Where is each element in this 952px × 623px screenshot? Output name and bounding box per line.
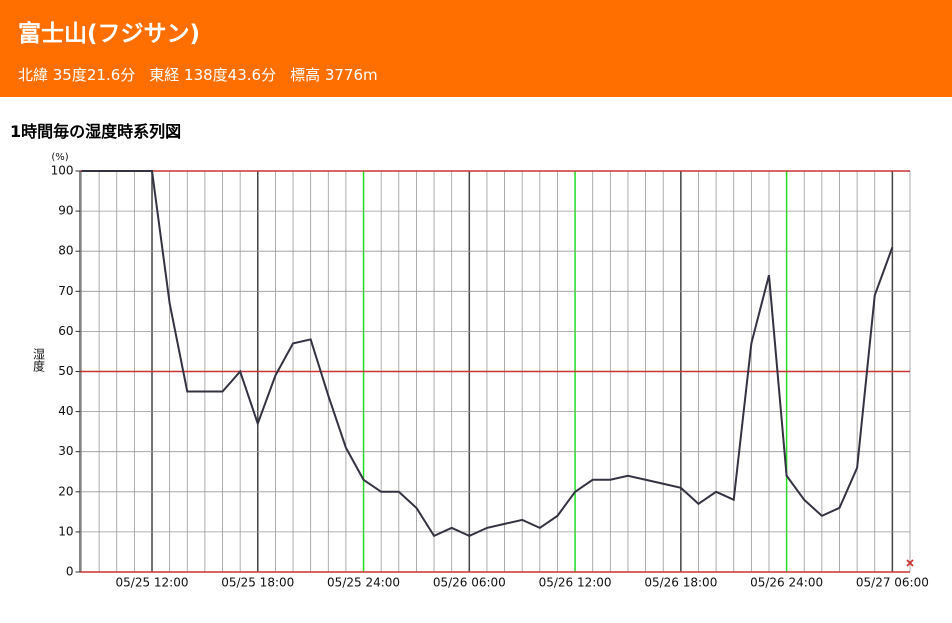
y-axis-label: 湿度 [32, 347, 46, 372]
y-tick-label: 20 [58, 484, 73, 498]
chart-title: 1時間毎の湿度時系列図 [10, 122, 182, 141]
y-tick-label: 90 [58, 204, 73, 218]
line-series [81, 170, 894, 538]
x-tick-label: 05/26 18:00 [644, 576, 717, 590]
y-tick-label: 30 [58, 444, 73, 458]
y-tick-label: 40 [58, 404, 73, 418]
y-tick-label: 0 [66, 565, 74, 579]
y-tick-label: 50 [58, 364, 73, 378]
header-info: 北緯 35度21.6分 東経 138度43.6分 標高 3776m [18, 64, 392, 85]
y-unit: (%) [51, 152, 68, 163]
header: 富士山(フジサン) 北緯 35度21.6分 東経 138度43.6分 標高 3776… [0, 0, 952, 97]
elevation: 標高 3776m [290, 66, 378, 84]
x-tick-label: 05/25 18:00 [221, 576, 294, 590]
y-tick-label: 70 [58, 284, 73, 298]
y-tick-label: 10 [58, 524, 73, 538]
x-tick-label: 05/27 06:00 [856, 576, 929, 590]
x-tick-label: 05/26 24:00 [750, 576, 823, 590]
x-tick-label: 05/26 12:00 [539, 576, 612, 590]
y-tick-label: 80 [58, 244, 73, 258]
header-title: 富士山(フジサン) [18, 21, 201, 47]
longitude: 東経 138度43.6分 [149, 66, 277, 84]
x-tick-label: 05/25 24:00 [327, 576, 400, 590]
y-tick-label: 100 [51, 164, 74, 178]
missing-marker [906, 559, 914, 567]
latitude: 北緯 35度21.6分 [18, 66, 136, 84]
x-tick-label: 05/26 06:00 [433, 576, 506, 590]
x-tick-label: 05/25 12:00 [116, 576, 189, 590]
y-tick-label: 60 [58, 324, 73, 338]
